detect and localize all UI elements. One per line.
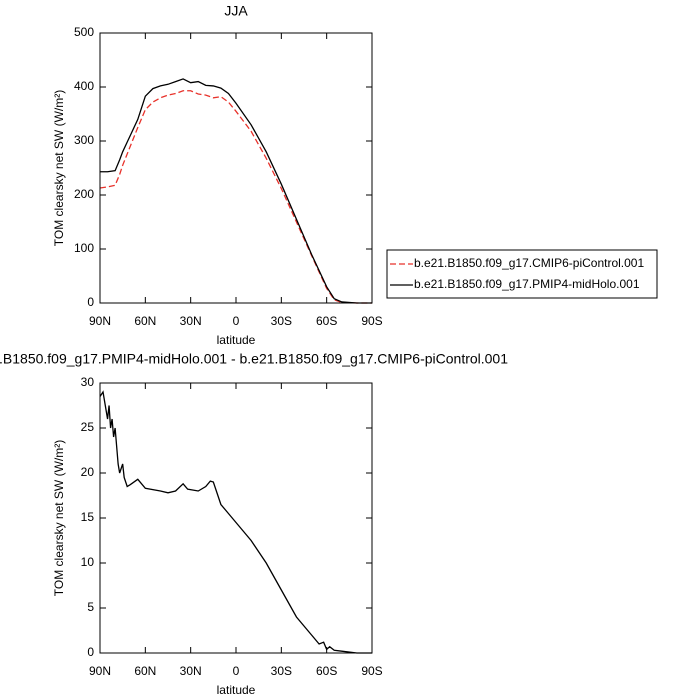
y-tick-label: 30	[81, 375, 95, 389]
chart-title: JJA	[224, 3, 248, 19]
data-line	[99, 90, 372, 304]
x-tick-label: 30S	[271, 664, 292, 678]
y-tick-label: 0	[87, 295, 94, 309]
y-tick-label: 400	[74, 79, 94, 93]
y-tick-label: 100	[74, 241, 94, 255]
y-tick-label: 15	[81, 510, 95, 524]
x-tick-label: 60S	[316, 664, 337, 678]
y-tick-label: 10	[81, 555, 95, 569]
x-tick-label: 0	[233, 314, 240, 328]
plot-frame	[99, 382, 373, 654]
x-axis-label: latitude	[217, 333, 256, 347]
y-tick-label: 20	[81, 465, 95, 479]
x-tick-label: 60N	[134, 664, 156, 678]
plot-frame	[99, 32, 373, 304]
x-tick-label: 90S	[361, 664, 382, 678]
y-tick-label: 0	[87, 645, 94, 659]
x-tick-label: 90N	[89, 314, 111, 328]
y-tick-label: 300	[74, 133, 94, 147]
data-line	[99, 390, 372, 654]
y-tick-label: 5	[87, 600, 94, 614]
data-line	[100, 78, 372, 304]
x-tick-label: 60N	[134, 314, 156, 328]
x-tick-label: 30S	[271, 314, 292, 328]
x-tick-label: 0	[233, 664, 240, 678]
x-tick-label: 30N	[180, 314, 202, 328]
x-axis-label: latitude	[217, 683, 256, 697]
y-axis-label: TOM clearsky net SW (W/m²)	[52, 440, 66, 596]
y-tick-label: 500	[74, 25, 94, 39]
legend-label: b.e21.B1850.f09_g17.PMIP4-midHolo.001	[414, 277, 640, 291]
x-tick-label: 30N	[180, 664, 202, 678]
y-tick-label: 200	[74, 187, 94, 201]
y-axis-label: TOM clearsky net SW (W/m²)	[52, 90, 66, 246]
legend-label: b.e21.B1850.f09_g17.CMIP6-piControl.001	[414, 256, 644, 270]
x-tick-label: 90N	[89, 664, 111, 678]
chart-title: b.e21.B1850.f09_g17.PMIP4-midHolo.001 - …	[0, 351, 508, 367]
y-tick-label: 25	[81, 420, 95, 434]
legend-box	[386, 249, 658, 299]
x-tick-label: 60S	[316, 314, 337, 328]
x-tick-label: 90S	[361, 314, 382, 328]
